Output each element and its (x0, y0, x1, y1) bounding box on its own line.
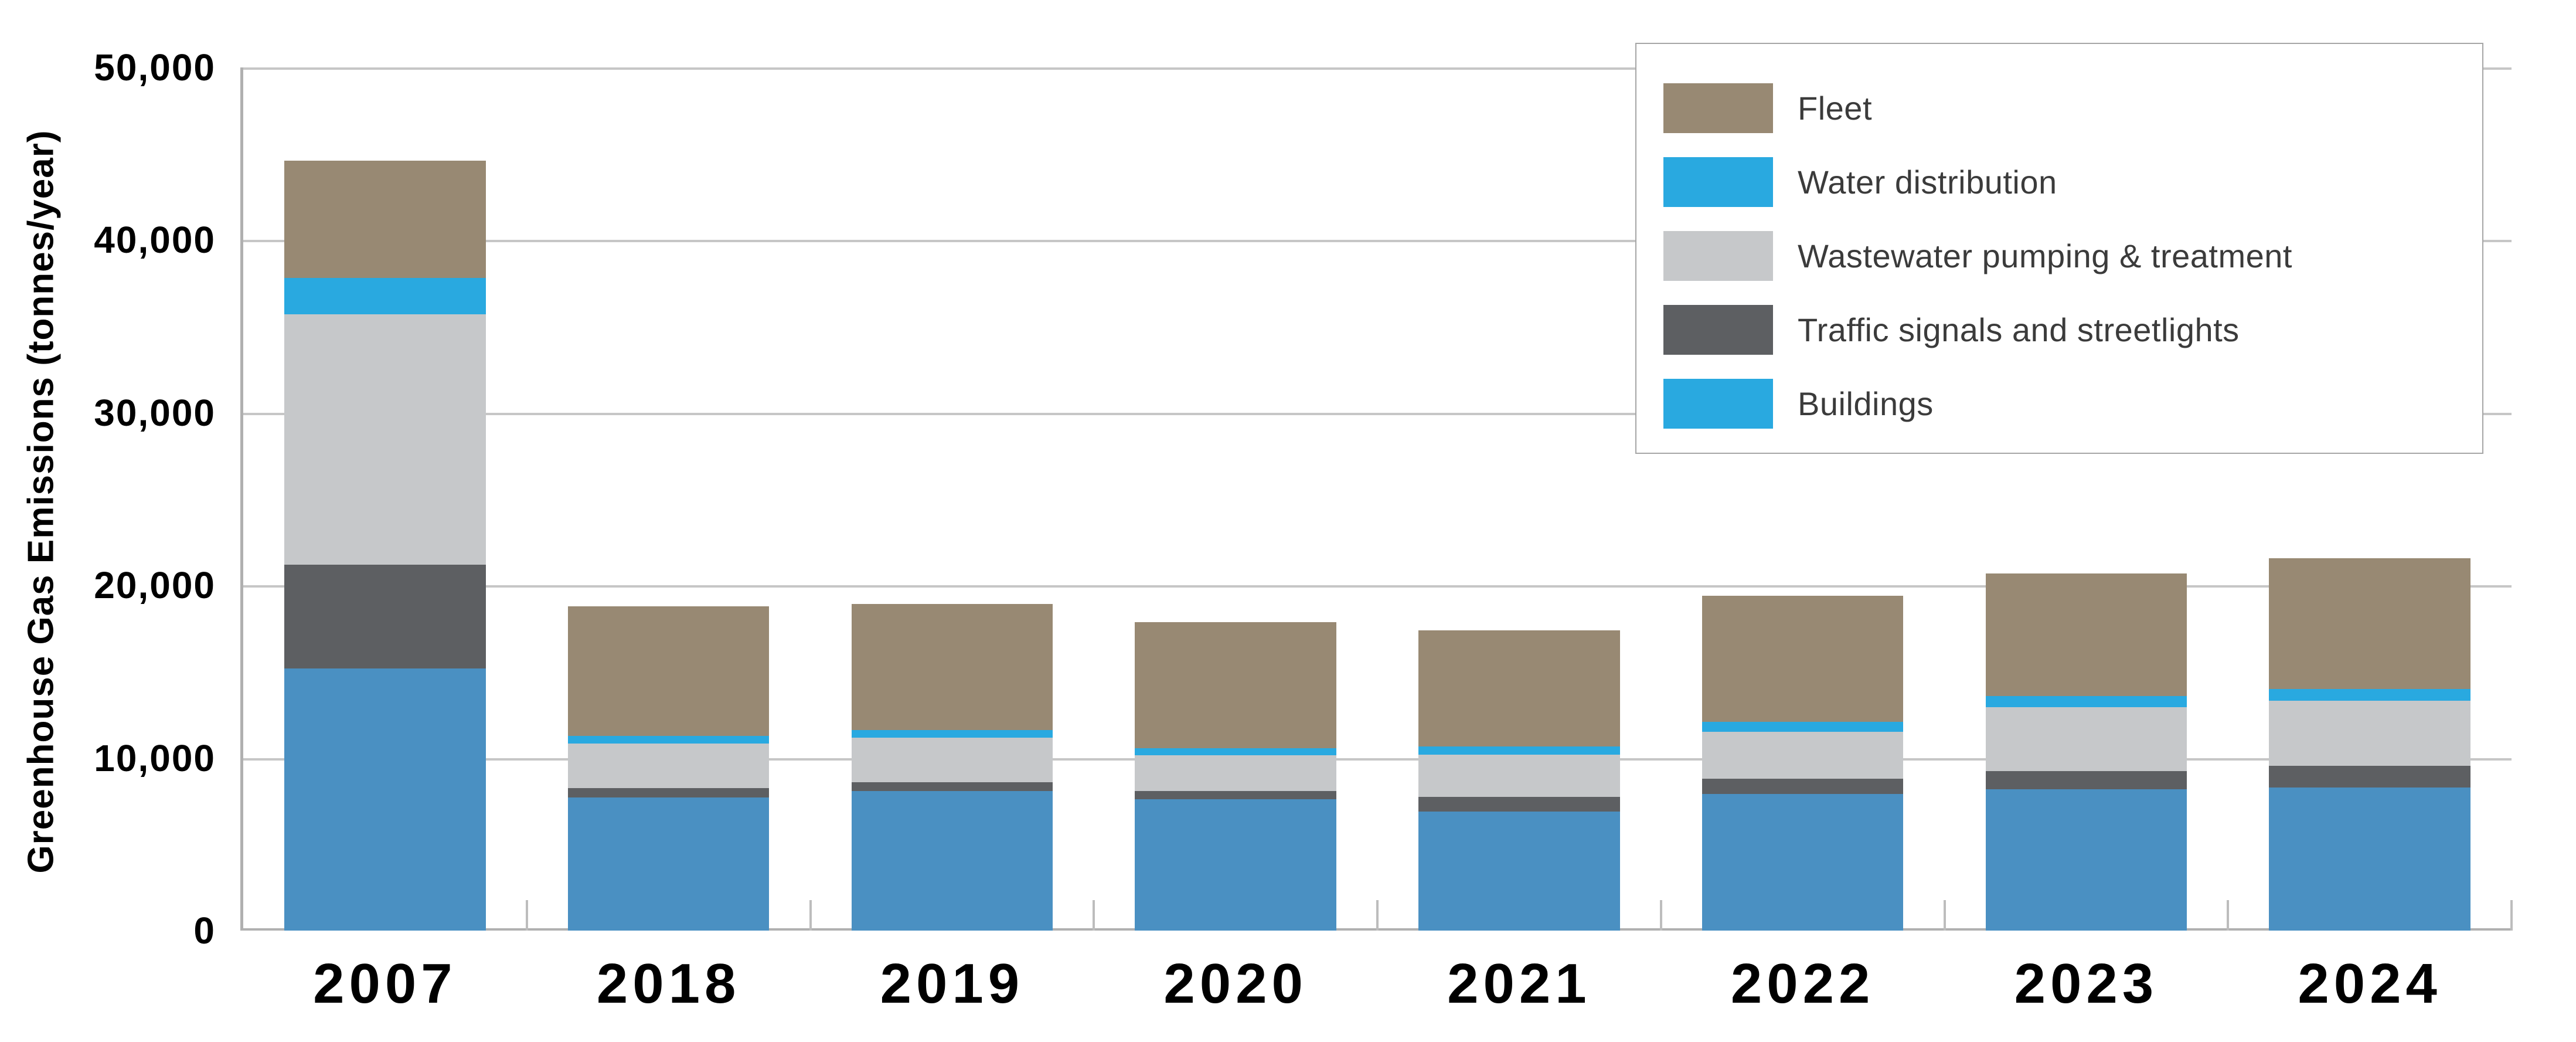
bar-segment-water-distribution-2022 (1702, 721, 1904, 732)
bar-segment-fleet-2023 (1985, 573, 2187, 696)
x-axis-tick-8 (2510, 900, 2513, 931)
x-label-2019: 2019 (880, 952, 1025, 1015)
bar-segment-traffic-signals-and-streetlights-2023 (1985, 771, 2187, 789)
legend-item-water-distribution: Water distribution (1636, 145, 2482, 219)
legend-label-buildings: Buildings (1798, 385, 1934, 422)
bar-segment-traffic-signals-and-streetlights-2019 (851, 782, 1053, 791)
bar-segment-buildings-2024 (2269, 787, 2470, 931)
legend-label-traffic-signals-and-streetlights: Traffic signals and streetlights (1798, 311, 2240, 348)
bar-segment-fleet-2018 (567, 606, 770, 736)
bar-segment-traffic-signals-and-streetlights-2020 (1135, 790, 1336, 800)
x-label-2018: 2018 (596, 952, 741, 1015)
legend-swatch-buildings (1663, 378, 1773, 429)
x-axis-tick-3 (1093, 900, 1095, 931)
gridline-30000 (243, 412, 2512, 415)
bar-segment-buildings-2019 (851, 790, 1053, 931)
bar-segment-fleet-2007 (284, 161, 486, 279)
legend-item-traffic-signals-and-streetlights: Traffic signals and streetlights (1636, 293, 2482, 366)
x-axis-tick-6 (1943, 900, 1946, 931)
legend-swatch-fleet (1663, 83, 1773, 133)
legend-swatch-wastewater-pumping-treatment (1663, 230, 1773, 281)
x-label-2024: 2024 (2298, 952, 2442, 1015)
bar-segment-wastewater-pumping-treatment-2024 (2269, 701, 2470, 766)
legend-item-buildings: Buildings (1636, 366, 2482, 440)
y-tick-label-20000: 20,000 (94, 564, 216, 607)
x-label-2020: 2020 (1163, 952, 1308, 1015)
y-axis-tick-labels: 0 10,000 20,000 30,000 40,000 50,000 (0, 49, 216, 949)
bar-segment-wastewater-pumping-treatment-2007 (284, 314, 486, 565)
legend-swatch-traffic-signals-and-streetlights (1663, 304, 1773, 355)
y-tick-label-0: 0 (193, 909, 216, 952)
bar-segment-wastewater-pumping-treatment-2018 (567, 743, 770, 789)
legend-label-water-distribution: Water distribution (1798, 163, 2057, 201)
bar-segment-water-distribution-2007 (284, 278, 486, 315)
bar-2018 (567, 606, 770, 931)
bar-segment-wastewater-pumping-treatment-2023 (1985, 707, 2187, 771)
y-tick-label-10000: 10,000 (94, 736, 216, 779)
bar-segment-wastewater-pumping-treatment-2019 (851, 737, 1053, 783)
bar-segment-water-distribution-2019 (851, 730, 1053, 738)
bar-2024 (2269, 558, 2470, 931)
bar-segment-fleet-2024 (2269, 558, 2470, 690)
bar-segment-wastewater-pumping-treatment-2020 (1135, 755, 1336, 791)
bar-segment-buildings-2007 (284, 668, 486, 931)
bar-segment-water-distribution-2018 (567, 735, 770, 744)
bar-segment-traffic-signals-and-streetlights-2021 (1418, 796, 1620, 812)
bar-2007 (284, 161, 486, 931)
gridline-20000 (243, 585, 2512, 588)
x-axis-tick-1 (525, 900, 528, 931)
x-label-2021: 2021 (1447, 952, 1591, 1015)
bar-segment-fleet-2019 (851, 604, 1053, 731)
bar-segment-water-distribution-2023 (1985, 695, 2187, 707)
bar-segment-wastewater-pumping-treatment-2021 (1418, 754, 1620, 797)
x-axis-labels: 2007 2018 2019 2020 2021 2022 2023 2024 (243, 955, 2512, 1019)
bar-segment-traffic-signals-and-streetlights-2018 (567, 788, 770, 798)
plot-area (240, 67, 2513, 931)
legend-item-wastewater-pumping-treatment: Wastewater pumping & treatment (1636, 219, 2482, 293)
bar-segment-wastewater-pumping-treatment-2022 (1702, 732, 1904, 779)
legend-label-wastewater-pumping-treatment: Wastewater pumping & treatment (1798, 237, 2292, 274)
bar-2019 (851, 604, 1053, 931)
x-axis-tick-2 (809, 900, 812, 931)
bar-segment-water-distribution-2020 (1135, 748, 1336, 756)
bar-2023 (1985, 573, 2187, 931)
gridline-50000 (243, 67, 2512, 70)
bar-segment-buildings-2023 (1985, 789, 2187, 931)
bar-segment-traffic-signals-and-streetlights-2022 (1702, 778, 1904, 795)
bar-2022 (1702, 595, 1904, 931)
bar-2020 (1135, 622, 1336, 931)
bar-segment-fleet-2020 (1135, 622, 1336, 748)
y-tick-label-30000: 30,000 (94, 391, 216, 434)
bar-segment-water-distribution-2021 (1418, 746, 1620, 755)
legend: Fleet Water distribution Wastewater pumpin… (1635, 43, 2483, 454)
legend-item-fleet: Fleet (1636, 71, 2482, 145)
legend-swatch-water-distribution (1663, 157, 1773, 207)
x-label-2022: 2022 (1730, 952, 1875, 1015)
x-axis-tick-5 (1659, 900, 1662, 931)
bar-segment-traffic-signals-and-streetlights-2024 (2269, 765, 2470, 788)
bar-segment-buildings-2022 (1702, 794, 1904, 931)
bar-segment-buildings-2020 (1135, 799, 1336, 931)
bar-segment-water-distribution-2024 (2269, 689, 2470, 701)
y-tick-label-40000: 40,000 (94, 219, 216, 262)
legend-label-fleet: Fleet (1798, 89, 1872, 127)
bar-segment-buildings-2018 (567, 797, 770, 931)
bar-segment-traffic-signals-and-streetlights-2007 (284, 564, 486, 668)
x-label-2007: 2007 (313, 952, 457, 1015)
y-tick-label-50000: 50,000 (94, 46, 216, 89)
x-label-2023: 2023 (2014, 952, 2159, 1015)
bar-segment-buildings-2021 (1418, 811, 1620, 931)
bar-2021 (1418, 630, 1620, 931)
y-axis-line (240, 67, 243, 931)
gridline-10000 (243, 758, 2512, 761)
gridline-40000 (243, 240, 2512, 243)
bar-segment-fleet-2022 (1702, 595, 1904, 722)
x-axis-tick-7 (2227, 900, 2230, 931)
bar-segment-fleet-2021 (1418, 630, 1620, 747)
x-axis-tick-4 (1376, 900, 1379, 931)
